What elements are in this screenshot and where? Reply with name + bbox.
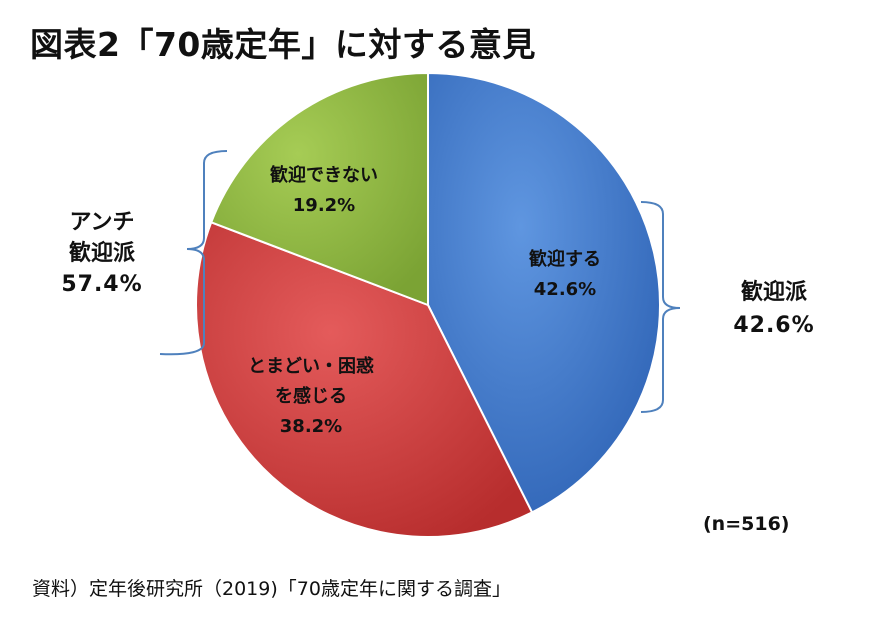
group-anti-welcome: アンチ 歓迎派 57.4% (46, 207, 158, 300)
pie-slices (195, 71, 661, 538)
slice-name: とまどい・困惑 (248, 355, 374, 377)
slice-welcome (427, 71, 661, 514)
slice-name: 歓迎できない (270, 164, 378, 186)
chart-title: 図表2「70歳定年」に対する意見 (30, 25, 536, 64)
slice-value: 19.2% (293, 195, 355, 216)
slice-value: 42.6% (534, 279, 596, 300)
bracket-left (159, 150, 228, 356)
group-anti-value: 57.4% (61, 272, 143, 297)
group-welcome-value: 42.6% (733, 313, 815, 338)
slice-value: 38.2% (280, 416, 342, 437)
slice-label-confused: とまどい・困惑を感じる 38.2% (248, 355, 374, 437)
slice-confused (195, 221, 534, 538)
slice-label-not-welcome: 歓迎できない 19.2% (270, 164, 378, 216)
group-anti-label-line2: 歓迎派 (68, 241, 135, 266)
slice-not-welcome (209, 71, 429, 307)
group-welcome-label: 歓迎派 (740, 280, 807, 305)
slice-name: 歓迎する (529, 248, 601, 270)
group-welcome: 歓迎派 42.6% (714, 276, 834, 342)
slice-name: を感じる (275, 385, 347, 407)
slice-labels: 歓迎する 42.6% とまどい・困惑を感じる 38.2% 歓迎できない 19.2% (248, 164, 601, 437)
group-anti-label-line1: アンチ (69, 210, 135, 235)
bracket-right (640, 201, 681, 413)
slice-label-welcome: 歓迎する 42.6% (529, 248, 601, 300)
source-note: 資料）定年後研究所（2019)「70歳定年に関する調査」 (32, 578, 511, 600)
sample-size: (n=516) (703, 513, 790, 535)
